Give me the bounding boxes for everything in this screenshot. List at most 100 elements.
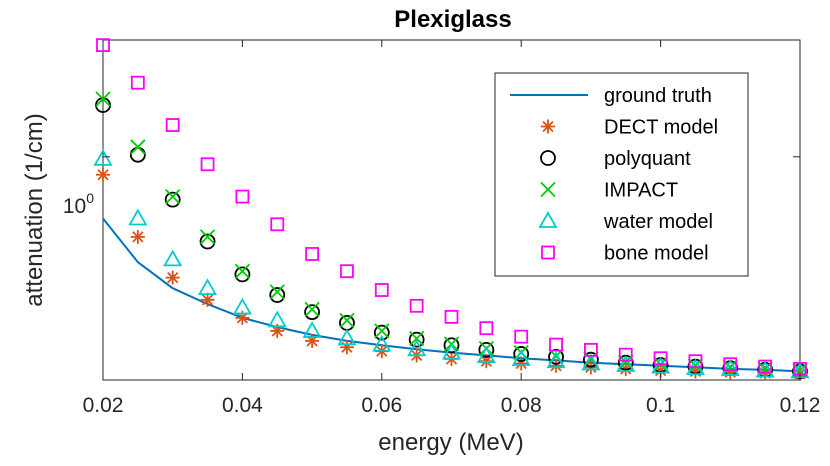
y-axis-label: attenuation (1/cm) (21, 113, 48, 306)
data-point-polyquant (234, 266, 251, 283)
data-point-bone-model (340, 264, 354, 279)
data-point-bone-model (165, 118, 180, 132)
data-point-bone-model (409, 298, 424, 313)
legend-symbol (540, 181, 556, 198)
data-point-water-model (616, 355, 636, 372)
data-point-polyquant (304, 304, 321, 321)
data-point-bone-model (653, 351, 668, 366)
data-point-bone-model (96, 38, 110, 53)
data-point-polyquant (443, 337, 460, 354)
series-layer (93, 38, 810, 381)
legend-label: ground truth (604, 85, 712, 107)
data-point-water-model (302, 321, 322, 338)
legend-symbol (541, 245, 555, 260)
y-tick-base: 10 (63, 195, 86, 218)
legend-symbol (540, 150, 556, 166)
data-point-polyquant (269, 287, 286, 303)
data-point-bone-model (130, 75, 145, 90)
data-point-water-model (372, 334, 392, 352)
data-point-bone-model (584, 342, 598, 357)
data-point-bone-model (270, 217, 285, 232)
data-point-impact (234, 263, 251, 279)
data-point-water-model (232, 297, 252, 315)
legend-item-polyquant: polyquant (540, 148, 691, 170)
legend: ground truth DECT model polyquant IMPACT wat… (494, 72, 749, 277)
data-point-impact (722, 359, 738, 375)
data-point-water-model (511, 349, 531, 366)
data-point-bone-model (723, 357, 738, 372)
legend-label: bone model (604, 243, 709, 265)
legend-item-impact: IMPACT (540, 180, 678, 202)
data-point-polyquant (478, 341, 495, 358)
x-tick-label: 0.1 (646, 394, 675, 417)
x-tick-label: 0.08 (501, 394, 542, 417)
legend-item-dect-model: DECT model (541, 117, 718, 139)
svg-text:100: 100 (63, 190, 94, 218)
data-point-impact (339, 312, 355, 328)
data-point-dect-model (200, 292, 215, 307)
data-point-impact (409, 330, 425, 347)
legend-label: DECT model (604, 117, 718, 139)
data-point-water-model (581, 353, 601, 371)
legend-item-water-model: water model (538, 211, 713, 233)
x-tick-label: 0.02 (83, 394, 124, 417)
data-point-polyquant (513, 346, 530, 362)
data-point-bone-model (235, 189, 250, 204)
data-point-dect-model (235, 310, 250, 325)
data-point-bone-model (374, 283, 389, 297)
data-point-water-model (337, 328, 357, 346)
data-point-water-model (755, 360, 775, 378)
data-point-dect-model (305, 333, 320, 348)
data-point-impact (304, 301, 320, 317)
data-point-impact (199, 229, 216, 245)
data-point-bone-model (688, 354, 703, 369)
x-axis-label: energy (MeV) (378, 429, 523, 456)
data-point-bone-model (618, 347, 633, 362)
legend-item-ground-truth: ground truth (510, 85, 712, 107)
y-tick-exponent: 0 (86, 190, 94, 206)
chart-title: Plexiglass (394, 6, 511, 33)
data-point-water-model (407, 339, 427, 357)
data-point-bone-model (758, 359, 773, 374)
data-point-impact (374, 323, 390, 339)
data-point-impact (757, 361, 773, 377)
data-point-bone-model (549, 337, 563, 352)
data-point-dect-model (130, 229, 145, 244)
series-bone-model (96, 38, 807, 376)
data-point-impact (687, 358, 704, 374)
y-tick-label: 100 (63, 190, 94, 218)
data-point-water-model (441, 342, 462, 360)
data-point-water-model (163, 249, 183, 267)
x-tick-label: 0.12 (780, 394, 821, 417)
data-point-dect-model (339, 340, 354, 355)
data-point-bone-model (305, 247, 320, 261)
x-tick-label: 0.06 (361, 394, 402, 417)
data-point-polyquant (164, 191, 181, 208)
data-point-bone-model (514, 329, 529, 344)
legend-label: IMPACT (604, 180, 678, 202)
data-point-water-model (546, 351, 566, 369)
data-point-bone-model (444, 309, 459, 324)
x-tick-label: 0.04 (222, 394, 263, 417)
data-point-polyquant (583, 351, 599, 368)
data-point-polyquant (199, 233, 216, 250)
data-point-water-model (476, 346, 496, 363)
legend-box (494, 72, 749, 277)
data-point-dect-model (165, 270, 180, 285)
data-point-impact (269, 284, 285, 300)
series-water-model (93, 149, 810, 379)
data-point-polyquant (408, 331, 425, 348)
legend-label: water model (603, 211, 713, 233)
legend-symbol (538, 211, 558, 228)
data-point-water-model (720, 359, 740, 376)
data-point-polyquant (373, 324, 390, 341)
data-point-water-model (128, 208, 148, 226)
data-point-bone-model (479, 321, 494, 336)
data-point-impact (130, 139, 146, 155)
data-point-impact (165, 188, 181, 205)
data-point-impact (95, 91, 111, 107)
legend-item-bone-model: bone model (541, 243, 709, 265)
data-point-dect-model (96, 167, 110, 182)
legend-entries: ground truth DECT model polyquant IMPACT wat… (510, 85, 718, 265)
